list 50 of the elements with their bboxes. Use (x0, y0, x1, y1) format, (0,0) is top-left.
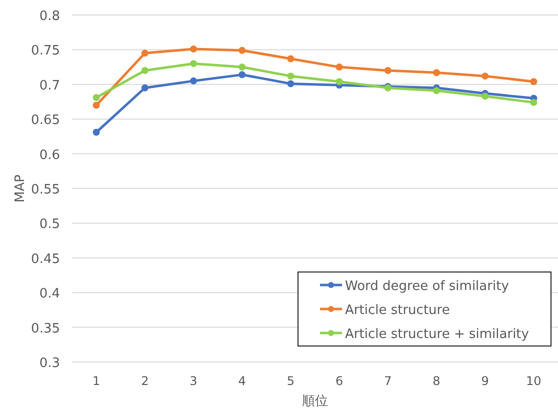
legend-label: Word degree of similarity (345, 279, 510, 294)
point (336, 78, 343, 86)
y-tick-label: 0.8 (39, 9, 60, 24)
legend-label: Article structure + similarity (345, 327, 530, 342)
point (141, 50, 148, 57)
point (92, 102, 100, 109)
point (141, 67, 148, 74)
y-tick-label: 0.7 (39, 78, 60, 94)
point (238, 64, 246, 71)
y-axis-title: MAP (13, 174, 28, 202)
x-tick-label: 3 (190, 374, 198, 388)
y-tick-label: 0.5 (39, 217, 60, 232)
x-tick-label: 7 (384, 374, 392, 388)
point (530, 78, 538, 86)
point (287, 72, 294, 80)
point (482, 72, 489, 80)
legend-label: Article structure (345, 303, 450, 318)
y-tick-label: 0.75 (31, 44, 60, 59)
point (190, 46, 197, 53)
point (238, 71, 246, 78)
y-tick-label: 0.55 (31, 182, 60, 198)
point (141, 84, 148, 92)
point (530, 98, 538, 106)
point (433, 87, 440, 94)
x-tick-label: 10 (526, 374, 542, 388)
point (92, 94, 100, 102)
point (190, 60, 197, 68)
point (482, 92, 489, 100)
x-tick-label: 5 (286, 374, 295, 388)
point (287, 55, 294, 62)
y-tick-label: 0.45 (31, 252, 60, 267)
point (287, 80, 294, 88)
x-tick-label: 8 (432, 374, 440, 388)
y-tick-label: 0.3 (39, 356, 60, 371)
point (384, 67, 392, 74)
x-tick-label: 2 (141, 374, 149, 388)
point (336, 64, 343, 71)
y-tick-label: 0.6 (39, 148, 60, 163)
x-tick-label: 9 (481, 374, 489, 388)
point (92, 128, 100, 136)
x-tick-label: 6 (335, 374, 344, 388)
y-tick-label: 0.35 (31, 321, 60, 336)
y-tick-label: 0.4 (39, 286, 60, 302)
x-tick-label: 4 (238, 374, 246, 388)
point (190, 77, 197, 84)
y-tick-label: 0.65 (31, 113, 60, 128)
point (433, 69, 440, 76)
x-tick-label: 1 (92, 374, 100, 388)
point (238, 46, 246, 54)
x-axis-title: 順位 (302, 394, 328, 409)
